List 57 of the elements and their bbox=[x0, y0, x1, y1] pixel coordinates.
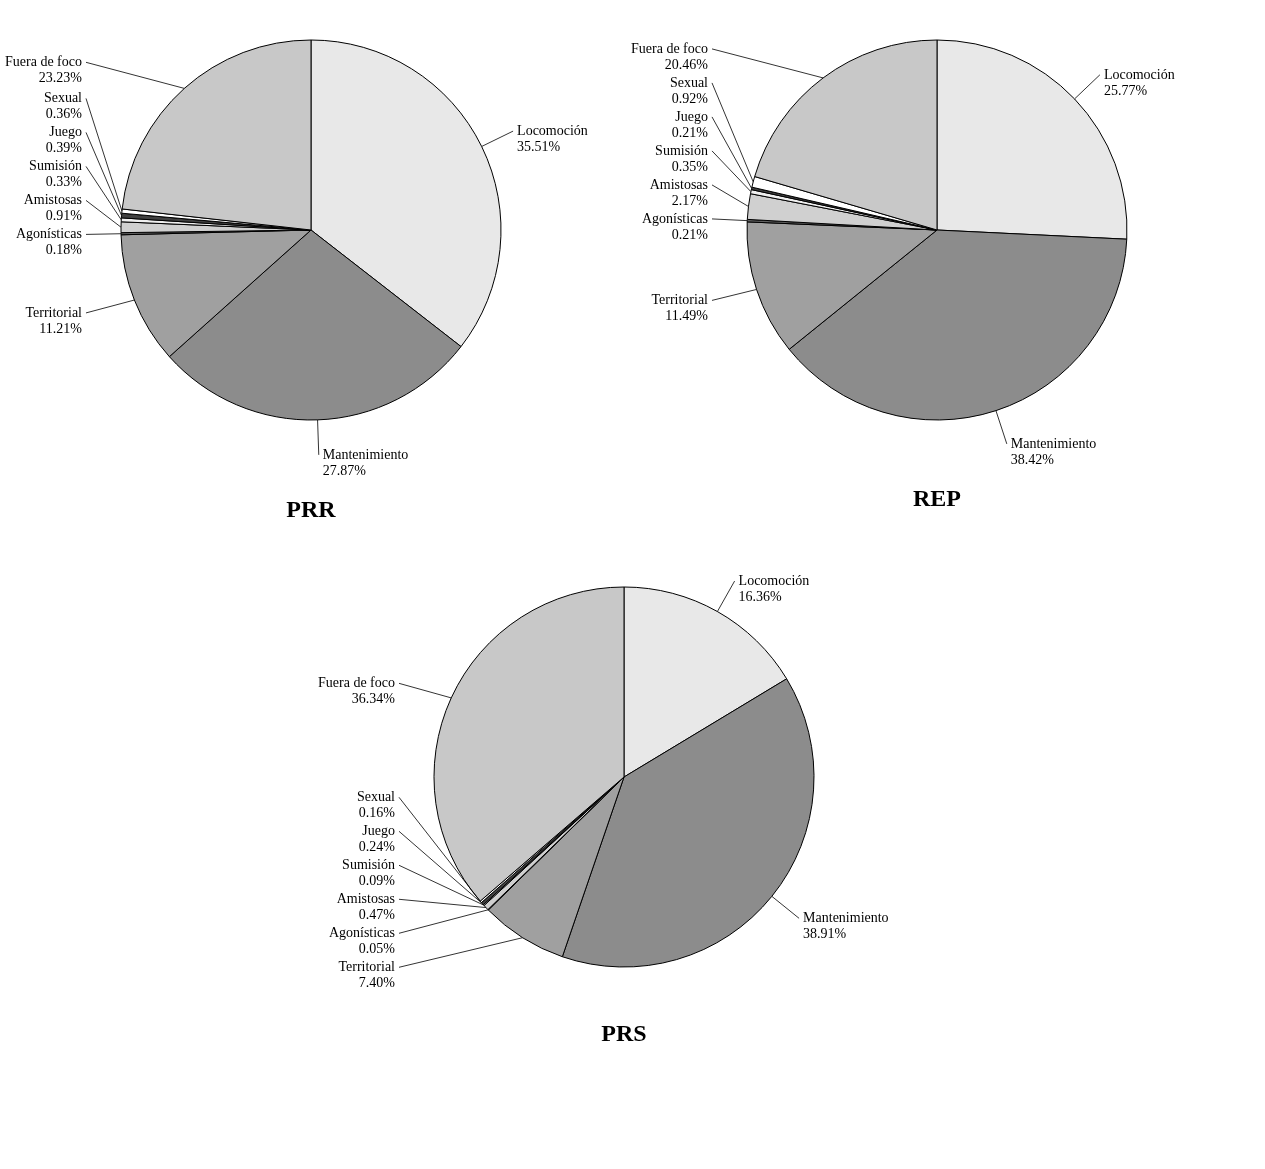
text: PRS bbox=[601, 1020, 647, 1046]
slice-label: Amistosas bbox=[649, 176, 708, 192]
slice-label: Mantenimiento bbox=[1010, 435, 1097, 451]
data-label: 0.16% bbox=[358, 805, 396, 821]
slice-label: Juego bbox=[362, 823, 395, 839]
data-label: 36.34% bbox=[351, 691, 396, 707]
slice-label: Locomoción bbox=[517, 123, 588, 139]
slice-label: Sumisión bbox=[29, 158, 82, 174]
data-label: 0.36% bbox=[45, 106, 83, 122]
slice-label: Sexual bbox=[356, 789, 396, 805]
data-label: 2.17% bbox=[671, 192, 709, 208]
data-label: 0.47% bbox=[358, 907, 396, 923]
data-label: 0.33% bbox=[45, 174, 83, 190]
data-label: 0.05% bbox=[358, 941, 396, 957]
slice-label: Territorial bbox=[651, 292, 709, 308]
slice-label: Amistosas bbox=[336, 891, 395, 907]
slice-label: Fuera de foco bbox=[318, 675, 395, 691]
data-label: 16.36% bbox=[738, 589, 783, 605]
data-label: 0.35% bbox=[671, 158, 709, 174]
data-label: 20.46% bbox=[664, 56, 709, 72]
slice-label: Locomoción bbox=[738, 573, 810, 589]
slice-label: Juego bbox=[49, 124, 82, 140]
slice-label: Mantenimiento bbox=[322, 446, 409, 462]
data-label: 23.23% bbox=[38, 70, 83, 86]
data-label: 0.21% bbox=[671, 124, 709, 140]
data-label: 11.21% bbox=[39, 320, 83, 336]
data-label: 35.51% bbox=[517, 139, 561, 155]
slice-label: Fuera de foco bbox=[5, 54, 82, 70]
text: REP bbox=[913, 484, 961, 511]
slice-label: Territorial bbox=[25, 304, 83, 320]
slice-label: Sexual bbox=[43, 90, 83, 106]
slice-label: Juego bbox=[675, 108, 708, 124]
slice-label: Agonísticas bbox=[15, 226, 82, 242]
slice-label: Sumisión bbox=[342, 857, 395, 873]
slice-label: Sumisión bbox=[655, 142, 708, 158]
data-label: 11.49% bbox=[665, 308, 709, 324]
data-label: 0.92% bbox=[671, 90, 709, 106]
text: PRR bbox=[286, 495, 337, 522]
slice-label: Agonísticas bbox=[641, 210, 708, 226]
data-label: 0.24% bbox=[358, 839, 396, 855]
slice-label: Fuera de foco bbox=[631, 40, 708, 56]
data-label: 27.87% bbox=[322, 462, 367, 478]
slice-label: Agonísticas bbox=[328, 925, 395, 941]
data-label: 0.39% bbox=[45, 140, 83, 156]
data-label: 0.18% bbox=[45, 242, 83, 258]
data-label: 0.91% bbox=[45, 208, 83, 224]
slice-label: Sexual bbox=[669, 74, 709, 90]
data-label: 38.42% bbox=[1010, 451, 1055, 467]
data-label: 25.77% bbox=[1103, 82, 1148, 98]
data-label: 0.09% bbox=[358, 873, 396, 889]
data-label: 7.40% bbox=[358, 975, 396, 991]
slice-label: Territorial bbox=[338, 959, 396, 975]
slice-label: Mantenimiento bbox=[803, 910, 889, 926]
slice-label: Amistosas bbox=[23, 192, 82, 208]
slice-label: Locomoción bbox=[1103, 66, 1175, 82]
data-label: 0.21% bbox=[671, 226, 709, 242]
data-label: 38.91% bbox=[803, 926, 847, 942]
